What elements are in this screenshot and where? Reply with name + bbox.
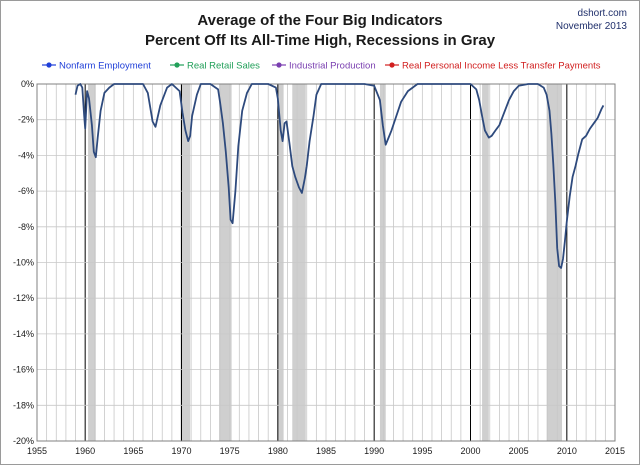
- y-tick-label: -8%: [18, 222, 34, 232]
- y-tick-label: -12%: [13, 293, 34, 303]
- chart-title: Average of the Four Big Indicators: [197, 12, 442, 29]
- legend-marker: [276, 62, 282, 68]
- series-line-1: [74, 83, 605, 269]
- x-tick-label: 2000: [460, 446, 480, 456]
- legend-marker: [46, 62, 52, 68]
- x-tick-label: 1975: [220, 446, 240, 456]
- y-tick-label: -6%: [18, 186, 34, 196]
- x-tick-label: 2010: [557, 446, 577, 456]
- legend-label: Industrial Production: [289, 61, 376, 72]
- plot-area: 0%-2%-4%-6%-8%-10%-12%-14%-16%-18%-20%19…: [13, 79, 625, 456]
- x-tick-label: 1980: [268, 446, 288, 456]
- x-tick-label: 1990: [364, 446, 384, 456]
- legend-marker: [174, 62, 180, 68]
- source-credit: dshort.com: [578, 8, 627, 19]
- y-tick-label: -2%: [18, 115, 34, 125]
- legend-label: Real Retail Sales: [187, 61, 260, 72]
- x-tick-label: 2015: [605, 446, 625, 456]
- y-tick-label: -10%: [13, 258, 34, 268]
- legend-marker: [389, 62, 395, 68]
- x-tick-label: 1985: [316, 446, 336, 456]
- y-tick-label: 0%: [21, 79, 34, 89]
- legend: Nonfarm Employment Real Retail Sales Indus…: [42, 61, 601, 72]
- x-tick-label: 1960: [75, 446, 95, 456]
- x-tick-label: 2005: [509, 446, 529, 456]
- x-tick-label: 1955: [27, 446, 47, 456]
- y-tick-label: -4%: [18, 150, 34, 160]
- x-tick-label: 1995: [412, 446, 432, 456]
- y-tick-label: -20%: [13, 436, 34, 446]
- y-tick-label: -16%: [13, 365, 34, 375]
- x-tick-label: 1965: [123, 446, 143, 456]
- chart-date: November 2013: [556, 21, 628, 32]
- legend-label: Real Personal Income Less Transfer Payme…: [402, 61, 601, 72]
- y-tick-label: -14%: [13, 329, 34, 339]
- x-tick-label: 1970: [171, 446, 191, 456]
- legend-label: Nonfarm Employment: [59, 61, 151, 72]
- chart-subtitle: Percent Off Its All-Time High, Recession…: [145, 32, 496, 49]
- y-tick-label: -18%: [13, 400, 34, 410]
